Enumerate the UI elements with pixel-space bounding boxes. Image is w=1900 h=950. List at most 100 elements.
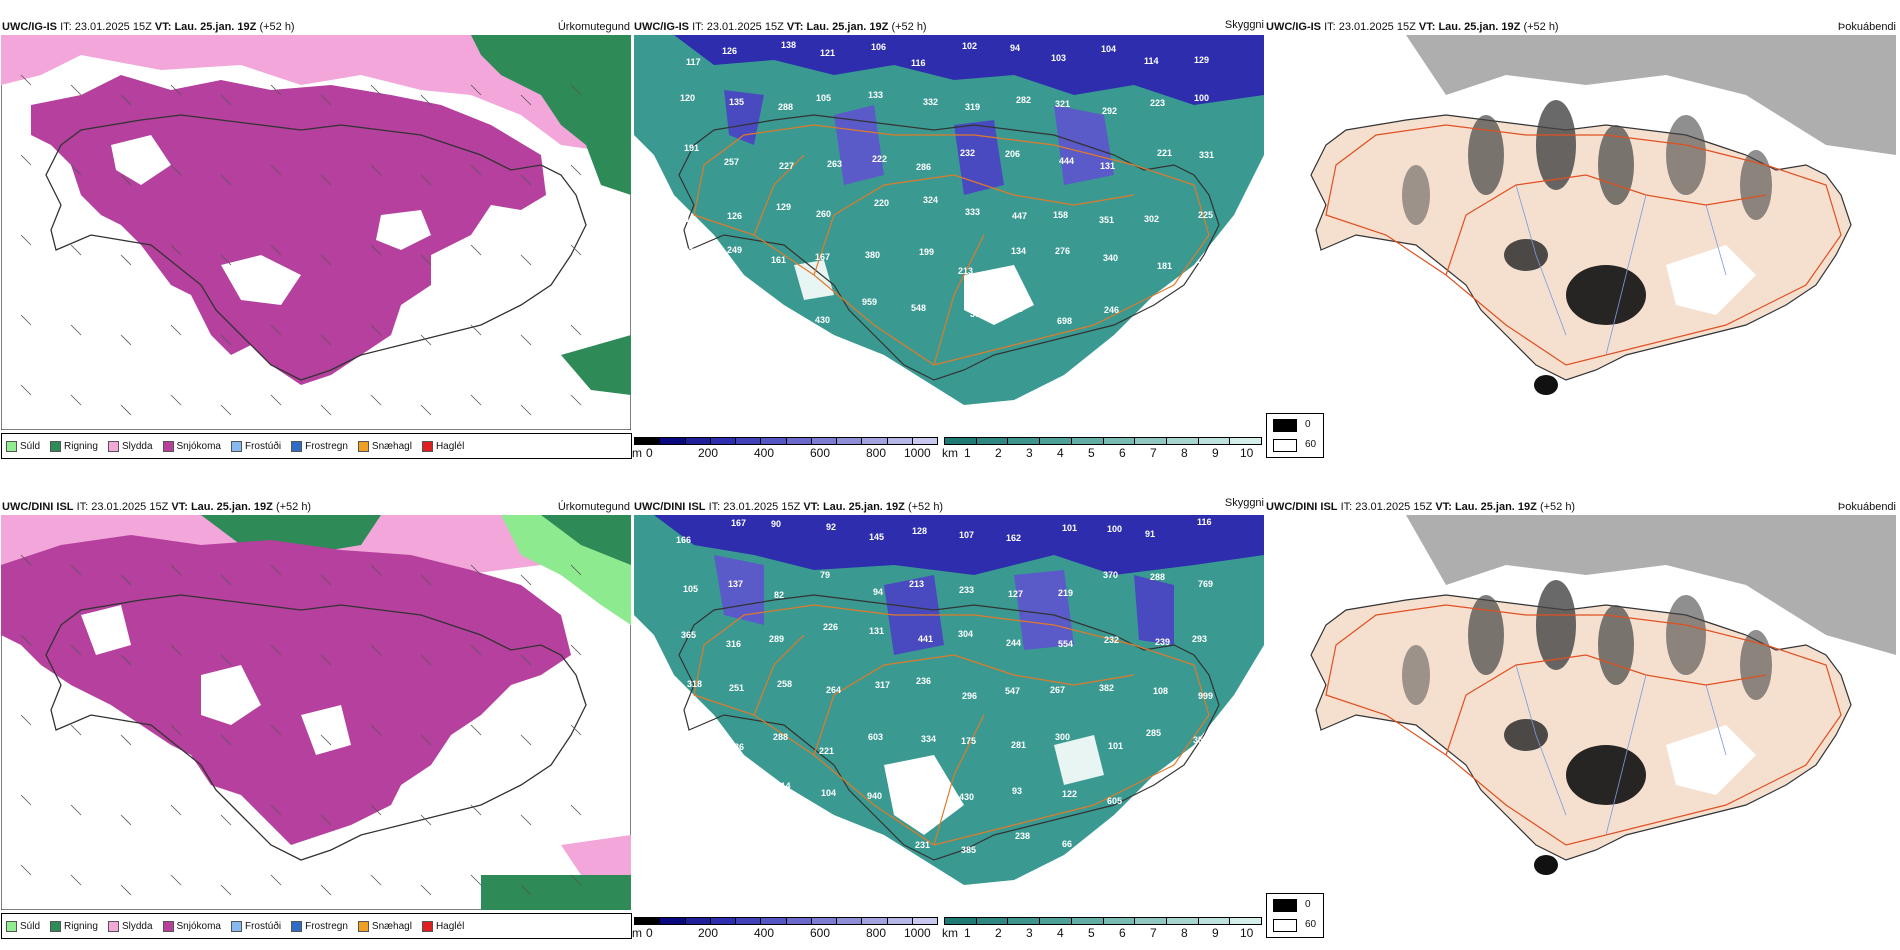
fog-index-map[interactable] (1266, 515, 1896, 910)
peak-label: 108 (1153, 686, 1168, 696)
wind-barbs (20, 74, 582, 416)
vt-value: Lau. 25.jan. 19Z (822, 501, 905, 513)
peak-label: 430 (815, 315, 830, 325)
peak-label: 282 (1016, 95, 1031, 105)
fog-swatch-light (1273, 439, 1297, 452)
fog-legend-label: 60 (1305, 919, 1317, 930)
rivers (1515, 664, 1727, 836)
peak-label: 181 (1157, 261, 1172, 271)
peak-label: 365 (681, 630, 696, 640)
peak-label: 129 (776, 202, 791, 212)
peak-label: 231 (915, 840, 930, 850)
it-value: 23.01.2025 15Z (706, 21, 784, 33)
lead-time: (+52 h) (1523, 21, 1559, 33)
colorbar-swatch (887, 438, 913, 444)
glacier-white (1666, 725, 1756, 795)
panel-title: Skyggni (1224, 19, 1264, 31)
legend-item: Rigning (50, 440, 98, 452)
peak-label: 292 (1102, 106, 1117, 116)
peak-label: 331 (1199, 150, 1214, 160)
peak-label: 206 (1005, 149, 1020, 159)
peak-label: 79 (820, 570, 830, 580)
colorbar-swatch (1103, 918, 1136, 924)
peak-label: 267 (1050, 685, 1065, 695)
peak-label: 220 (874, 198, 889, 208)
vt-value: Lau. 25.jan. 19Z (1454, 501, 1537, 513)
peak-labels: 117 126 138 121 106 116 102 94 103 104 114 129 120 13… (675, 40, 1214, 326)
peak-label: 186 (729, 742, 744, 752)
model-name: UWC/DINI ISL (1266, 501, 1338, 513)
peak-label: 263 (827, 159, 842, 169)
snow-gap (221, 255, 301, 305)
precip-type-map[interactable] (1, 515, 631, 910)
peak-label: 438 (1008, 304, 1023, 314)
colorbar-tick: 800 (866, 446, 887, 460)
peak-label: 126 (722, 46, 737, 56)
peak-label: 227 (779, 161, 794, 171)
peak-label: 221 (1157, 148, 1172, 158)
it-value: 23.01.2025 15Z (74, 21, 152, 33)
wind-barbs (20, 554, 582, 896)
peak-label: 999 (1198, 691, 1213, 701)
coastline (45, 114, 587, 381)
colorbar-tick: 3 (1026, 926, 1033, 940)
it-value: 23.01.2025 15Z (91, 501, 169, 513)
colorbar-swatch (912, 918, 937, 924)
peak-label: 162 (1006, 533, 1021, 543)
peak-label: 281 (1011, 740, 1026, 750)
peak-label: 222 (872, 154, 887, 164)
peak-label: 121 (820, 48, 835, 58)
it-label: IT: (692, 21, 704, 33)
legend-label: Haglél (435, 440, 465, 452)
panel-title: Skyggni (1224, 497, 1264, 509)
peak-label: 444 (1059, 156, 1074, 166)
panel-title: Úrkomutegund (557, 21, 630, 33)
rain-area (541, 515, 631, 565)
colorbar-swatch (761, 438, 787, 444)
it-label: IT: (60, 21, 72, 33)
visibility-ceiling-map[interactable]: 117 126 138 121 106 116 102 94 103 104 114 129 120 13… (634, 35, 1264, 430)
legend-item: Frostúði (230, 920, 281, 932)
legend-item: Frostregn (291, 920, 348, 932)
peak-label: 175 (961, 736, 976, 746)
coastline (678, 594, 1220, 861)
peak-label: 441 (918, 634, 933, 644)
colorbar-swatch (761, 918, 787, 924)
peak-label: 288 (1150, 572, 1165, 582)
colorbar-swatch (1135, 918, 1167, 924)
snow-gap (201, 665, 261, 725)
peak-label: 264 (826, 685, 841, 695)
peak-label: 285 (1146, 728, 1161, 738)
colorbar-tick: 9 (1212, 446, 1219, 460)
peak-label: 258 (777, 679, 792, 689)
precip-legend: Súld Rigning Slydda Snjókoma Frostúði Fr… (1, 433, 632, 459)
precip-type-map[interactable] (1, 35, 631, 430)
legend-swatch (291, 440, 303, 452)
fog-legend-label: 0 (1305, 899, 1311, 910)
legend-label: Slydda (121, 440, 153, 452)
peak-label: 351 (1099, 215, 1114, 225)
peak-label: 137 (728, 579, 743, 589)
ceiling-colorbar: m 0 200 400 600 800 1000 (632, 917, 938, 940)
colorbar-swatch (660, 438, 686, 444)
legend-swatch (107, 440, 119, 452)
model-name: UWC/DINI ISL (634, 501, 706, 513)
legend-label: Haglél (435, 920, 465, 932)
colorbar-swatch (1071, 438, 1104, 444)
peak-label: 332 (923, 97, 938, 107)
colorbar-swatch (685, 918, 711, 924)
peak-label: 102 (962, 41, 977, 51)
visibility-ceiling-map[interactable]: 166 167 90 92 145 128 107 162 101 100 91 116 105 137 8… (634, 515, 1264, 910)
colorbar-tick: 10 (1240, 446, 1254, 460)
fog-index-map[interactable] (1266, 35, 1896, 430)
peak-label: 94 (1010, 43, 1020, 53)
vt-label: VT: (171, 501, 188, 513)
colorbar-tick: 1000 (904, 926, 931, 940)
panel-header: UWC/DINI ISL IT: 23.01.2025 15Z VT: Lau.… (2, 500, 311, 514)
colorbar-swatch (887, 918, 913, 924)
peak-label: 288 (778, 102, 793, 112)
legend-swatch (421, 920, 433, 932)
colorbar-swatch (811, 918, 837, 924)
sleet-area (561, 835, 631, 875)
peak-label: 103 (1051, 53, 1066, 63)
